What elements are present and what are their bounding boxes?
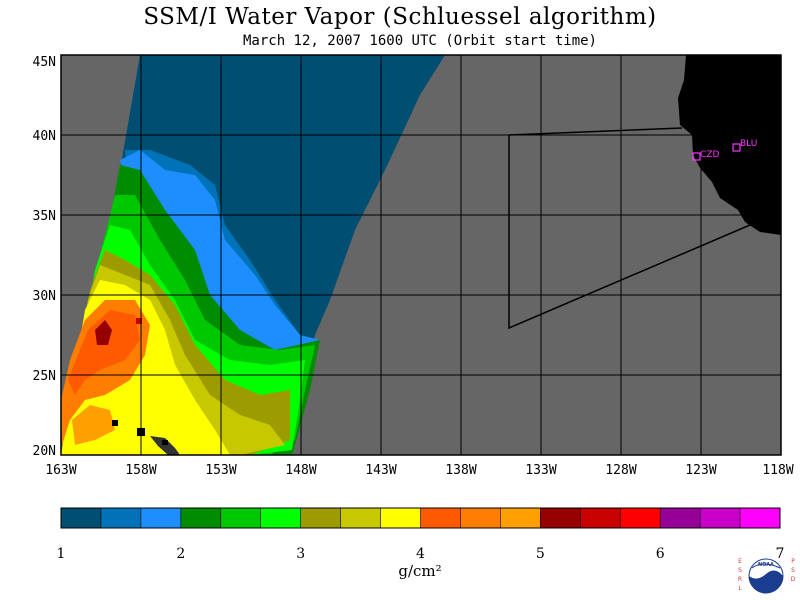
colorbar-ticks: 1 2 3 4 5 6 7: [57, 546, 785, 562]
colorbar-units: g/cm²: [398, 562, 442, 580]
colorbar-swatch: [700, 508, 741, 528]
colorbar-swatch: [100, 508, 142, 528]
colorbar-swatch: [620, 508, 661, 528]
domain-outline: [508, 135, 751, 330]
lon-label-148w: 148W: [285, 463, 316, 478]
station-czd-marker: [692, 152, 701, 161]
lon-label-143w: 143W: [365, 463, 396, 478]
land-mass: [678, 55, 781, 235]
colorbar-swatch: [140, 508, 182, 528]
station-markers: CZD BLU: [692, 139, 757, 161]
colorbar-swatch: [260, 508, 302, 528]
colorbar-swatch: [300, 508, 342, 528]
lon-label-163w: 163W: [45, 463, 76, 478]
colorbar-tick-label: 3: [296, 546, 305, 562]
lat-label-25n: 25N: [33, 369, 56, 384]
colorbar-swatch: [220, 508, 262, 528]
colorbar-swatch: [580, 508, 621, 528]
lat-label-35n: 35N: [33, 209, 56, 224]
lon-label-133w: 133W: [525, 463, 556, 478]
svg-text:L: L: [738, 585, 742, 592]
colorbar-swatch: [460, 508, 501, 528]
colorbar-tick-label: 2: [176, 546, 185, 562]
colorbar-swatch: [380, 508, 421, 528]
svg-text:D: D: [791, 576, 796, 583]
colorbar-swatch: [540, 508, 581, 528]
lat-label-20n: 20N: [33, 444, 56, 459]
colorbar-swatch: [500, 508, 541, 528]
colorbar-swatch: [61, 508, 102, 528]
water-vapor-swath: [61, 55, 445, 455]
latitude-labels: 45N 40N 35N 30N 25N 20N: [33, 55, 56, 459]
svg-text:R: R: [738, 576, 742, 583]
colorbar-swatch: [660, 508, 701, 528]
colorbar-tick-label: 6: [656, 546, 665, 562]
svg-text:E: E: [738, 558, 742, 565]
lat-label-45n: 45N: [33, 55, 56, 70]
lon-label-118w: 118W: [762, 463, 793, 478]
colorbar-tick-label: 1: [57, 546, 66, 562]
map-frame: [60, 54, 782, 456]
graticule: [61, 55, 781, 455]
map-title: SSM/I Water Vapor (Schluessel algorithm): [143, 4, 657, 30]
longitude-labels: 163W 158W 153W 148W 143W 138W 133W 128W …: [45, 463, 793, 478]
svg-text:S: S: [738, 567, 742, 574]
lon-label-123w: 123W: [685, 463, 716, 478]
lat-label-40n: 40N: [33, 129, 56, 144]
colorbar-tick-label: 4: [416, 546, 425, 562]
colorbar-swatch: [420, 508, 461, 528]
station-blu-marker: [732, 143, 741, 152]
map-subtitle: March 12, 2007 1600 UTC (Orbit start tim…: [242, 33, 597, 49]
svg-text:S: S: [791, 567, 795, 574]
colorbar-tick-label: 7: [776, 546, 785, 562]
lon-label-138w: 138W: [445, 463, 476, 478]
station-blu-label: BLU: [740, 139, 757, 149]
svg-text:P: P: [791, 558, 795, 565]
lon-label-158w: 158W: [125, 463, 156, 478]
colorbar-tick-label: 5: [536, 546, 545, 562]
colorbar-swatch: [740, 508, 781, 528]
colorbar-swatch: [180, 508, 222, 528]
colorbar: [60, 507, 781, 529]
lon-label-128w: 128W: [605, 463, 636, 478]
lon-label-153w: 153W: [205, 463, 236, 478]
svg-text:NOAA: NOAA: [758, 562, 774, 568]
station-czd-label: CZD: [700, 150, 719, 160]
lat-label-30n: 30N: [33, 289, 56, 304]
colorbar-swatch: [340, 508, 382, 528]
